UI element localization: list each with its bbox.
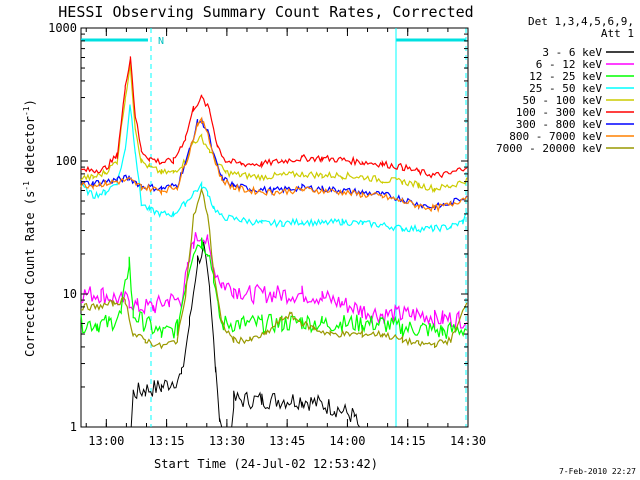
legend-label: 300 - 800 keV (516, 118, 602, 131)
night-periods (81, 28, 467, 427)
legend-label: 100 - 300 keV (516, 106, 602, 119)
x-tick-label: 13:30 (209, 434, 245, 448)
y-tick-label: 1 (70, 420, 77, 434)
y-tick-label: 100 (55, 154, 77, 168)
legend-label: 50 - 100 keV (523, 94, 603, 107)
series-line-4 (80, 104, 468, 233)
legend-label: 6 - 12 keV (536, 58, 603, 71)
y-axis: 1 10 100 1000 (48, 21, 468, 434)
series-line-3 (80, 237, 468, 339)
footer-date: 7-Feb-2010 22:27 (559, 467, 636, 476)
legend-label: 12 - 25 keV (529, 70, 602, 83)
night-marker-label: N (158, 36, 164, 47)
x-axis-label: Start Time (24-Jul-02 12:53:42) (154, 457, 378, 471)
chart-title: HESSI Observing Summary Count Rates, Cor… (58, 3, 473, 21)
x-tick-label: 14:30 (450, 434, 486, 448)
series-line-8 (80, 116, 468, 213)
series-layer (80, 56, 468, 428)
series-line-5 (80, 62, 468, 194)
x-tick-label: 14:00 (329, 434, 365, 448)
series-line-2 (80, 232, 468, 330)
series-line-9 (81, 188, 468, 350)
x-axis: 13:00 13:15 13:30 13:45 14:00 14:15 14:30 (85, 28, 486, 448)
legend-label: 800 - 7000 keV (509, 130, 602, 143)
x-tick-label: 13:00 (88, 434, 124, 448)
series-line-6 (80, 56, 468, 179)
x-tick-label: 14:15 (390, 434, 426, 448)
legend-label: 3 - 6 keV (542, 46, 602, 59)
series-line-1 (81, 241, 467, 428)
legend-header-line2: Att 1 (601, 27, 634, 40)
y-tick-label: 1000 (48, 21, 77, 35)
legend-header-line1: Det 1,3,4,5,6,9, (528, 15, 634, 28)
y-axis-label: Corrected Count Rate (s-1 detector-1) (22, 99, 37, 357)
plot-frame (80, 27, 469, 428)
x-tick-label: 13:45 (269, 434, 305, 448)
legend-label: 25 - 50 keV (529, 82, 602, 95)
legend-label: 7000 - 20000 keV (496, 142, 602, 155)
x-tick-label: 13:15 (149, 434, 185, 448)
y-tick-label: 10 (63, 287, 77, 301)
